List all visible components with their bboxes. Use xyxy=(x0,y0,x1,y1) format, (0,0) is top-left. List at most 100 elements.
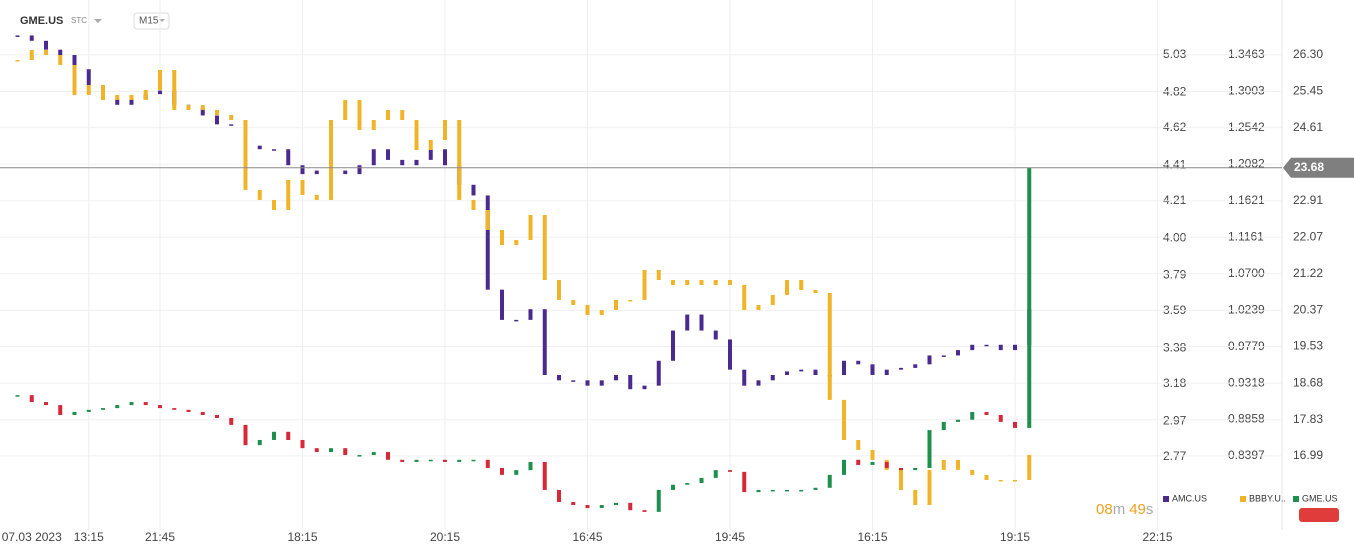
candle xyxy=(813,487,818,490)
candle xyxy=(200,411,205,415)
candle xyxy=(428,149,433,160)
candle xyxy=(101,84,105,100)
candle xyxy=(314,170,319,175)
y-tick-label: 1.3003 xyxy=(1228,84,1265,98)
action-button[interactable] xyxy=(1299,508,1339,522)
candle xyxy=(58,49,63,56)
candle xyxy=(998,479,1003,482)
timeframe[interactable]: M15 xyxy=(139,16,159,27)
candle xyxy=(357,165,362,175)
candle xyxy=(186,409,191,412)
candle xyxy=(656,269,661,280)
candle xyxy=(799,489,804,492)
y-tick-label: 25.45 xyxy=(1293,84,1323,98)
candle xyxy=(29,35,34,41)
candle xyxy=(742,471,747,493)
candle xyxy=(956,350,960,356)
candle xyxy=(229,124,234,126)
candle xyxy=(1013,421,1017,428)
candle xyxy=(756,380,761,386)
candle xyxy=(29,395,34,403)
candle xyxy=(314,194,319,200)
candle xyxy=(343,99,348,120)
countdown: 08m 49s xyxy=(1096,501,1153,518)
candle xyxy=(257,145,262,150)
y-tick-label: 22.91 xyxy=(1293,193,1323,207)
candle xyxy=(371,452,376,456)
candle xyxy=(770,489,775,492)
candle xyxy=(614,374,618,381)
candle xyxy=(842,459,846,475)
candle xyxy=(1013,479,1017,482)
candle xyxy=(229,418,234,425)
candle xyxy=(72,411,77,415)
candle xyxy=(899,467,903,471)
x-tick-label: 16:15 xyxy=(857,530,887,544)
y-tick-label: 22.07 xyxy=(1293,229,1323,243)
y-tick-label: 20.37 xyxy=(1293,302,1323,316)
candle xyxy=(300,179,305,195)
candle xyxy=(400,159,405,166)
y-tick-label: 4.62 xyxy=(1163,120,1187,134)
candle xyxy=(58,405,63,415)
candle xyxy=(400,110,405,120)
candle xyxy=(357,99,362,130)
candle xyxy=(998,344,1003,351)
candle xyxy=(557,279,561,300)
candle xyxy=(386,110,390,120)
candle xyxy=(599,505,604,509)
candle xyxy=(770,294,775,306)
candle xyxy=(471,459,476,462)
legend-label: GME.US xyxy=(1302,493,1338,503)
candle xyxy=(585,305,590,315)
y-tick-label: 2.97 xyxy=(1163,413,1187,427)
candle xyxy=(813,289,818,293)
legend-swatch xyxy=(1293,496,1299,502)
candle xyxy=(172,69,177,111)
candle xyxy=(742,369,747,386)
candle xyxy=(86,84,91,95)
candle xyxy=(756,305,761,310)
y-tick-label: 17.83 xyxy=(1293,412,1323,426)
candle xyxy=(927,430,932,468)
candle xyxy=(215,115,219,125)
candle xyxy=(485,459,490,468)
candle xyxy=(371,149,376,166)
candle xyxy=(158,90,162,95)
candle xyxy=(856,439,861,450)
candle xyxy=(870,461,875,465)
candle xyxy=(671,279,675,285)
candle xyxy=(86,409,91,412)
candle xyxy=(842,360,846,375)
candle xyxy=(129,402,134,406)
y-tick-label: 3.38 xyxy=(1163,340,1187,354)
candle xyxy=(542,309,547,375)
candle xyxy=(414,159,419,166)
candle xyxy=(243,119,248,190)
candle xyxy=(713,279,718,285)
y-tick-label: 1.2082 xyxy=(1228,156,1265,170)
symbol[interactable]: GME.US xyxy=(20,15,63,27)
candle xyxy=(585,380,590,386)
candle xyxy=(984,474,989,480)
candle xyxy=(485,195,490,290)
candle xyxy=(799,369,804,372)
candle xyxy=(699,279,704,285)
candle xyxy=(286,149,291,166)
dropdown-arrow[interactable] xyxy=(94,19,102,23)
candle xyxy=(557,489,561,503)
market: STC xyxy=(71,16,87,25)
candle xyxy=(172,408,177,410)
y-tick-label: 1.0239 xyxy=(1228,302,1265,316)
candle xyxy=(571,502,576,506)
candle xyxy=(913,489,918,505)
candle xyxy=(542,214,547,280)
candle xyxy=(884,461,889,468)
candle xyxy=(215,110,219,116)
candle xyxy=(528,214,533,241)
candle xyxy=(329,448,333,453)
countdown-minutes: 08 xyxy=(1096,501,1113,518)
series xyxy=(15,167,1032,512)
